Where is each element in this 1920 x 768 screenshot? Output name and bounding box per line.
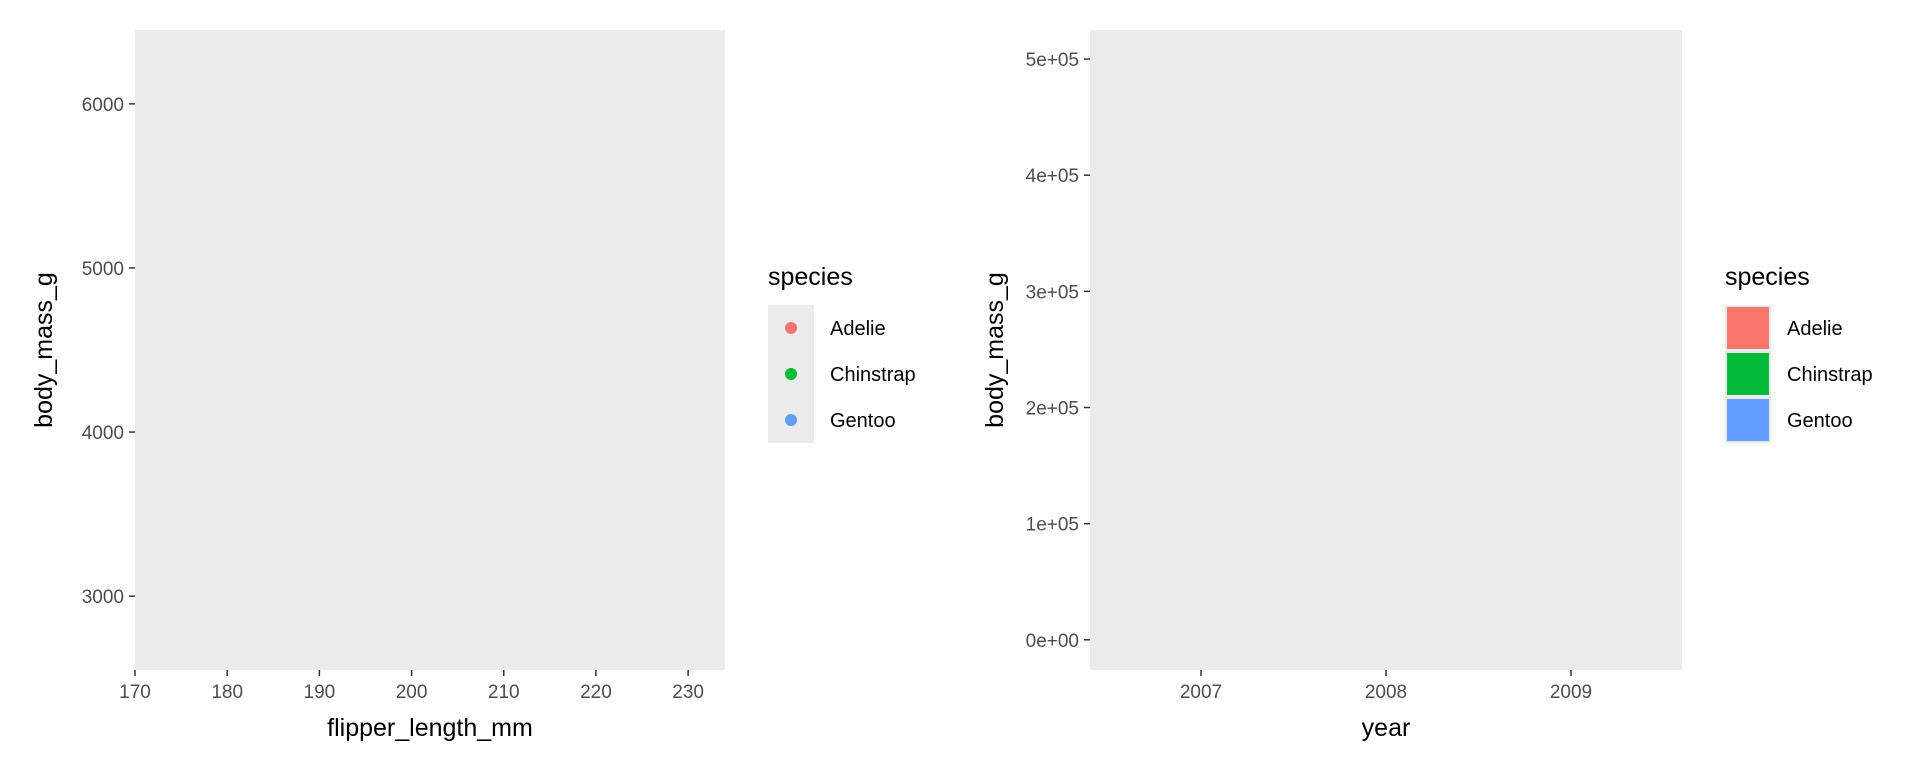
bar-panel (1090, 30, 1682, 670)
scatter-legend-label: Gentoo (830, 410, 896, 432)
scatter-y-tick-label: 3000 (82, 587, 124, 608)
scatter-legend-marker-gentoo (785, 414, 797, 426)
bar-y-tick-label: 2e+05 (1026, 398, 1079, 419)
scatter-x-tick-label: 170 (119, 682, 151, 703)
bar-x-tick-label: 2008 (1365, 682, 1407, 703)
bar-y-tick-label: 3e+05 (1026, 282, 1079, 303)
bar-legend-label: Chinstrap (1787, 364, 1873, 386)
scatter-legend-title: species (768, 263, 853, 291)
bar-legend-swatch-gentoo (1727, 399, 1769, 441)
scatter-x-tick-label: 180 (211, 682, 243, 703)
bar-y-tick-label: 1e+05 (1026, 515, 1079, 536)
bar-legend-label: Adelie (1787, 318, 1843, 340)
scatter-legend-label: Chinstrap (830, 364, 916, 386)
bar-x-axis-title: year (1362, 714, 1411, 742)
bar-y-axis-title: body_mass_g (981, 272, 1009, 428)
scatter-legend-label: Adelie (830, 318, 886, 340)
scatter-legend-marker-chinstrap (785, 368, 797, 380)
scatter-x-tick-label: 210 (488, 682, 520, 703)
scatter-x-tick-label: 220 (580, 682, 612, 703)
scatter-legend-marker-adelie (785, 322, 797, 334)
scatter-y-axis-title: body_mass_g (30, 272, 58, 428)
scatter-x-axis-title: flipper_length_mm (327, 714, 533, 742)
scatter-y-tick-label: 5000 (82, 259, 124, 280)
bar-x-tick-label: 2009 (1550, 682, 1592, 703)
bar-legend-swatch-adelie (1727, 307, 1769, 349)
bar-y-tick-label: 0e+00 (1026, 631, 1079, 652)
scatter-x-tick-label: 230 (672, 682, 704, 703)
scatter-x-tick-label: 200 (396, 682, 428, 703)
scatter-y-tick-label: 6000 (82, 95, 124, 116)
scatter-panel (135, 30, 725, 670)
bar-y-tick-label: 4e+05 (1026, 166, 1079, 187)
bar-legend-title: species (1725, 263, 1810, 291)
scatter-y-tick-label: 4000 (82, 423, 124, 444)
scatter-x-tick-label: 190 (304, 682, 336, 703)
bar-legend-swatch-chinstrap (1727, 353, 1769, 395)
scatter-legend: species Adelie Chinstrap Gentoo (768, 263, 916, 443)
bar-x-tick-label: 2007 (1180, 682, 1222, 703)
bar-legend-label: Gentoo (1787, 410, 1853, 432)
bar-legend: species Adelie Chinstrap Gentoo (1725, 263, 1873, 443)
bar-y-tick-label: 5e+05 (1026, 50, 1079, 71)
